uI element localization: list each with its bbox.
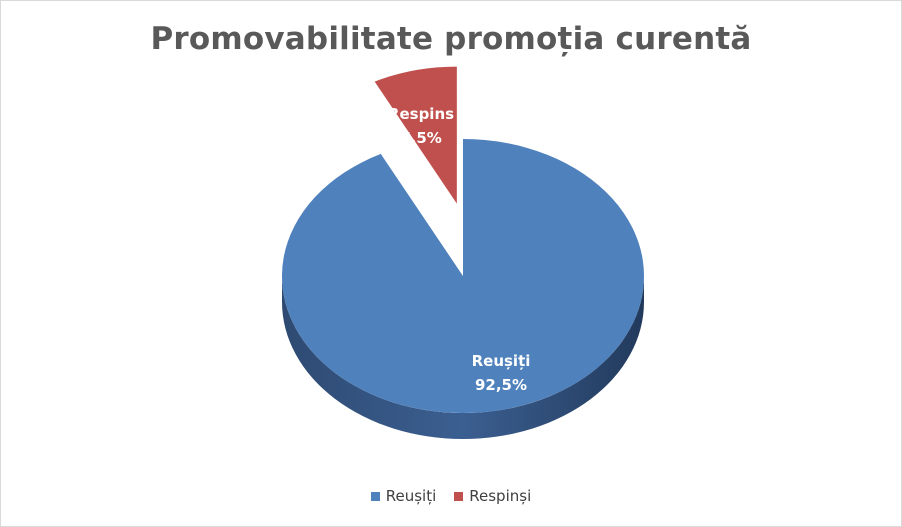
data-label-value-1: 7,5% [400, 129, 442, 147]
pie-slice-1 [374, 66, 457, 204]
chart-title: Promovabilitate promoția curentă [150, 21, 752, 57]
legend-swatch-reusiti [370, 491, 380, 501]
legend-item-respinsi: Respinși [454, 487, 531, 505]
data-label-name-0: Reușiți [472, 352, 531, 370]
data-label-value-0: 92,5% [475, 376, 527, 394]
legend-swatch-respinsi [454, 491, 464, 501]
pie-slice-0 [282, 139, 645, 414]
legend-label-reusiti: Reușiți [385, 487, 437, 505]
legend-label-respinsi: Respinși [469, 487, 532, 505]
legend: Reușiți Respinși [1, 487, 901, 505]
data-label-name-1: Respins [388, 105, 454, 123]
legend-item-reusiti: Reușiți [370, 487, 437, 505]
pie-slice-side-0 [282, 276, 644, 439]
